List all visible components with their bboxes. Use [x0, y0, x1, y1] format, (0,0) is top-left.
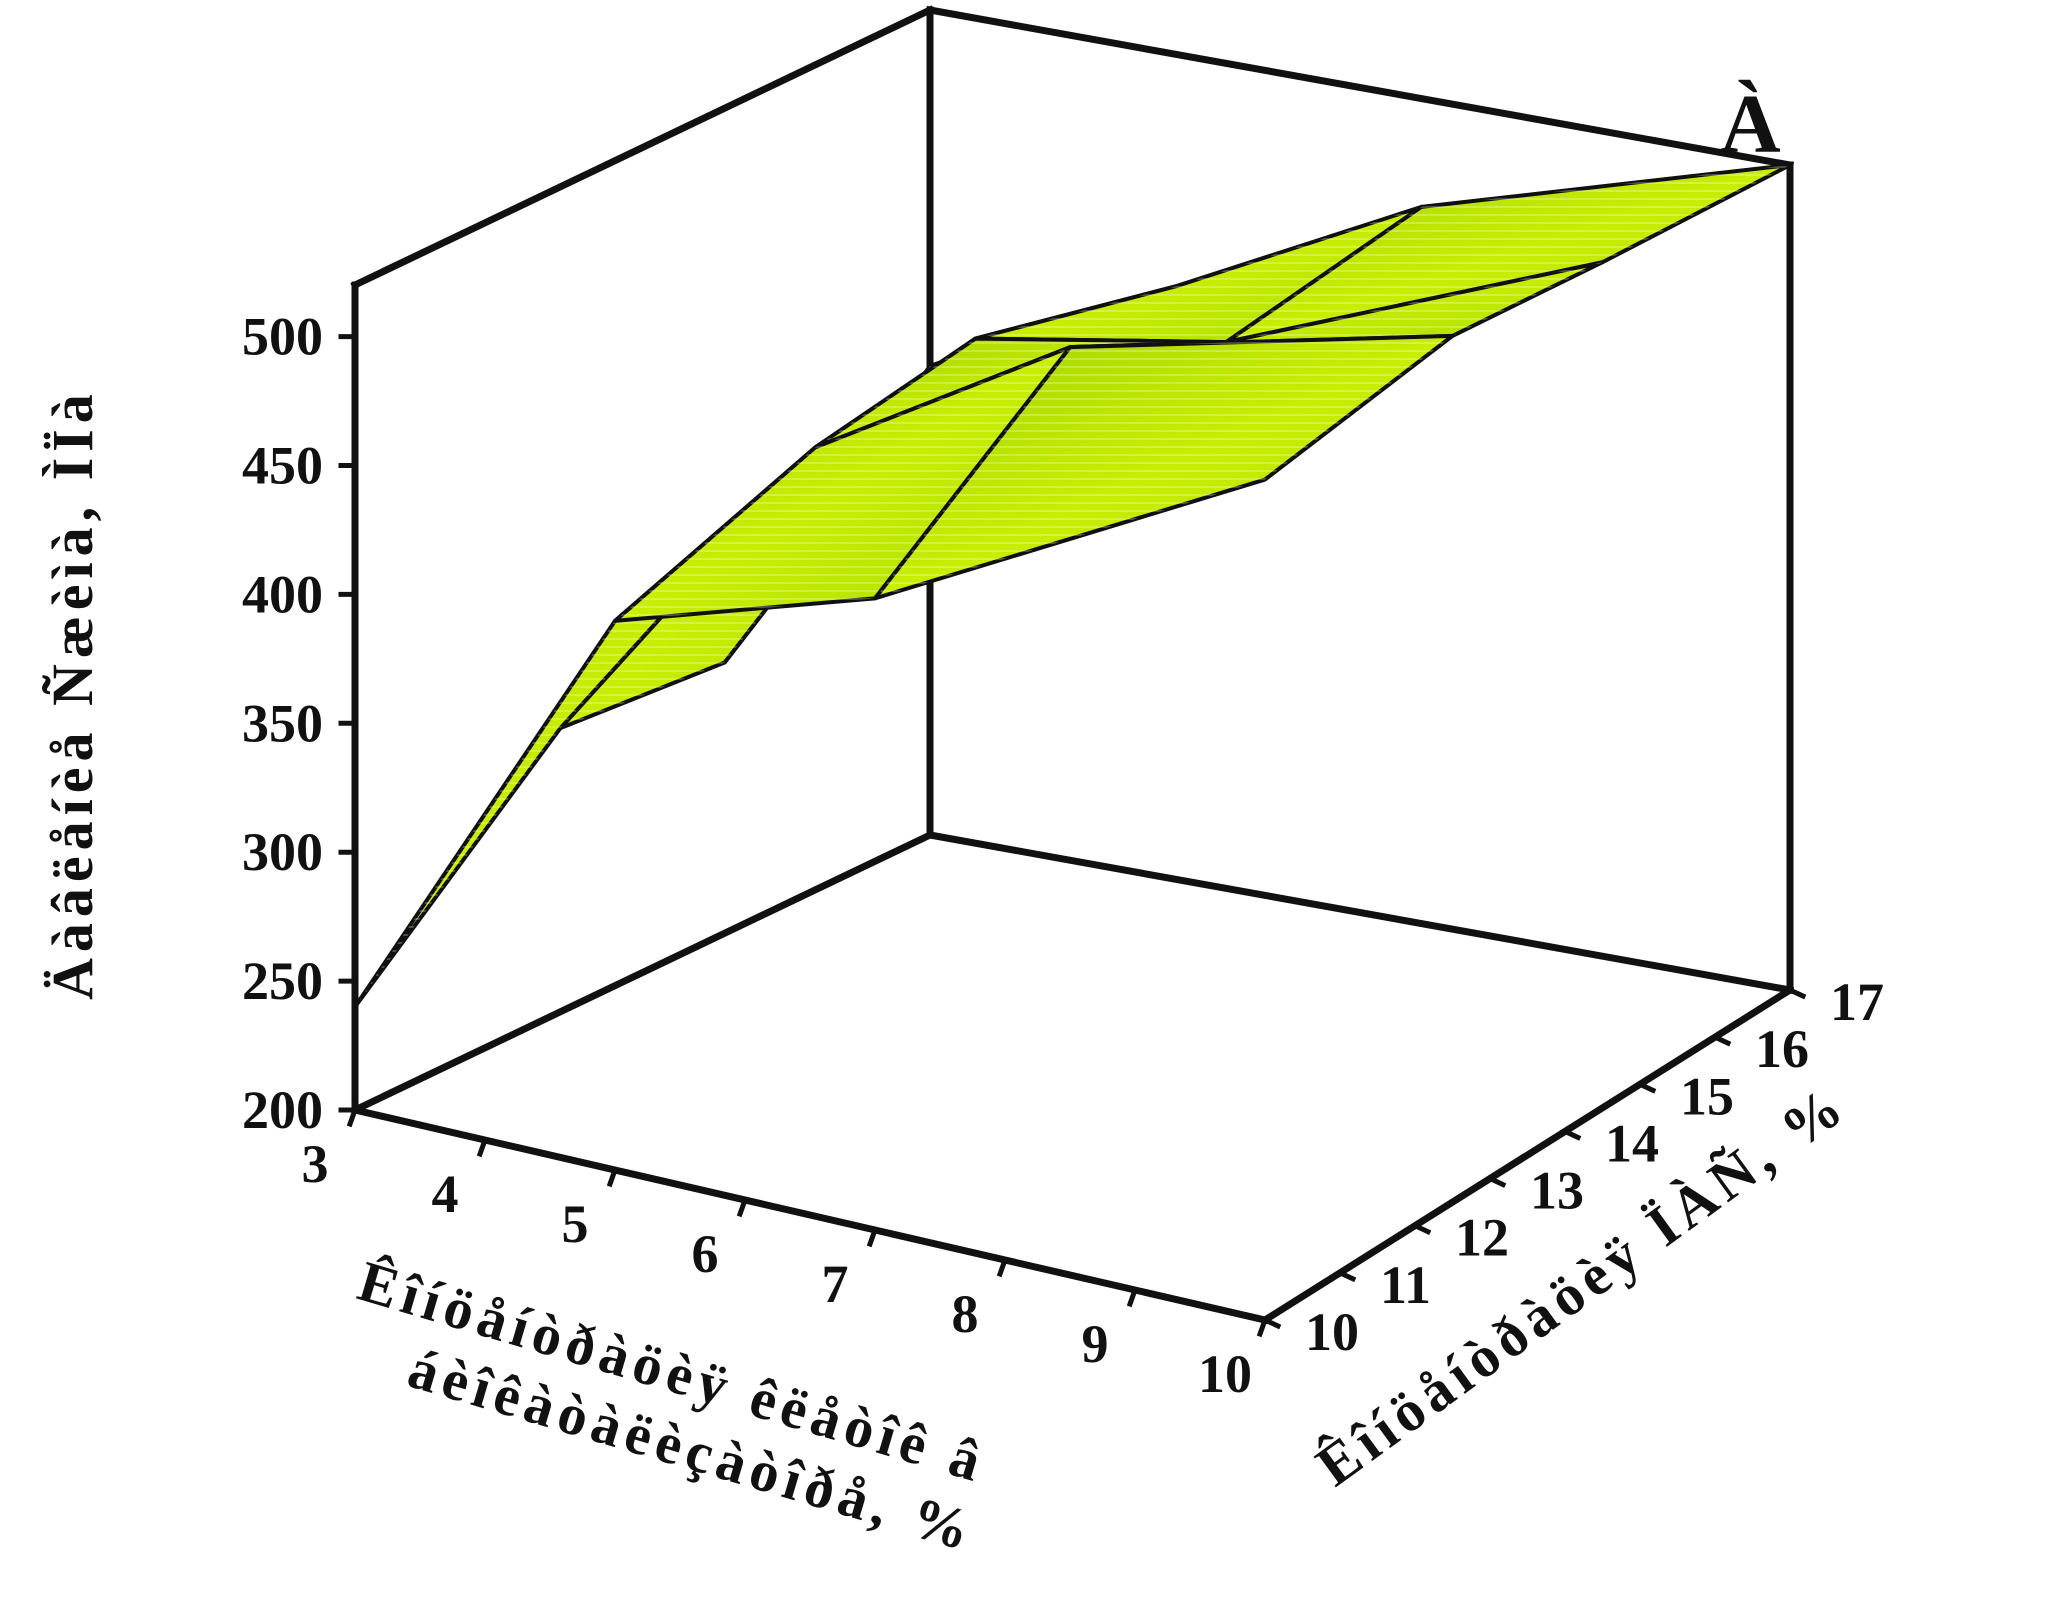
x-tick-mark	[606, 1166, 619, 1188]
z-tick-label: 400	[242, 564, 323, 624]
surface-patch-texture	[815, 338, 1227, 448]
surface-patch-texture	[615, 347, 1071, 621]
box-floor-back-edge	[925, 830, 1795, 995]
x-tick-label: 6	[692, 1224, 719, 1284]
x-tick-label: 10	[1198, 1344, 1252, 1404]
surface-patch-texture	[875, 335, 1453, 599]
x-tick-mark	[996, 1256, 1009, 1278]
x-tick-mark	[476, 1136, 489, 1158]
y-axis-line	[1260, 985, 1795, 1325]
surface-patch-texture	[1226, 165, 1790, 343]
y-tick-mark	[1336, 1269, 1357, 1283]
y-tick-label: 14	[1605, 1113, 1659, 1173]
box-top-back-edge	[925, 5, 1795, 170]
x-tick-mark	[736, 1196, 749, 1218]
y-tick-label: 11	[1380, 1255, 1431, 1315]
x-tick-label: 7	[822, 1254, 849, 1314]
axis-ticks: 200 250 300 350 400 450 500 3 4 5 6 7 8 9 10 10 11 12 13 14…	[242, 307, 1884, 1404]
box-back-frame	[350, 5, 1795, 1115]
y-tick-label: 17	[1830, 972, 1884, 1032]
x-tick-label: 9	[1082, 1314, 1109, 1374]
x-tick-label: 3	[302, 1134, 329, 1194]
y-tick-mark	[1711, 1033, 1732, 1047]
z-tick-label: 250	[242, 951, 323, 1011]
z-tick-label: 300	[242, 822, 323, 882]
surface-mesh	[353, 163, 1792, 1009]
box-floor-left-edge	[350, 830, 935, 1115]
x-tick-label: 5	[562, 1194, 589, 1254]
x-tick-mark	[346, 1106, 359, 1128]
z-tick-label: 450	[242, 435, 323, 495]
x-tick-label: 4	[432, 1164, 459, 1224]
y-tick-label: 15	[1680, 1066, 1734, 1126]
y-tick-label: 13	[1530, 1161, 1584, 1221]
x-tick-mark	[1126, 1286, 1139, 1308]
x-tick-label: 8	[952, 1284, 979, 1344]
y-tick-mark	[1636, 1080, 1657, 1094]
panel-label: À	[1720, 78, 1781, 171]
surface-patch-texture	[975, 206, 1422, 343]
y-tick-mark	[1261, 1316, 1282, 1330]
x-tick-mark	[866, 1226, 879, 1248]
z-tick-label: 200	[242, 1080, 323, 1140]
surface-patch-texture	[1070, 262, 1603, 348]
y-tick-mark	[1786, 986, 1807, 1000]
z-tick-label: 500	[242, 307, 323, 367]
box-top-left-edge	[350, 5, 935, 290]
z-axis-title: Äàâëåíèå Ñæèìà, ÌÏà	[40, 388, 105, 1000]
z-tick-label: 350	[242, 693, 323, 753]
y-tick-label: 16	[1755, 1019, 1809, 1079]
y-tick-label: 12	[1455, 1208, 1509, 1268]
y-tick-mark	[1411, 1222, 1432, 1236]
y-tick-mark	[1486, 1175, 1507, 1188]
y-tick-mark	[1561, 1128, 1582, 1141]
y-tick-label: 10	[1305, 1302, 1359, 1362]
box-front-frame	[350, 985, 1795, 1325]
x-axis-line	[350, 1105, 1270, 1325]
